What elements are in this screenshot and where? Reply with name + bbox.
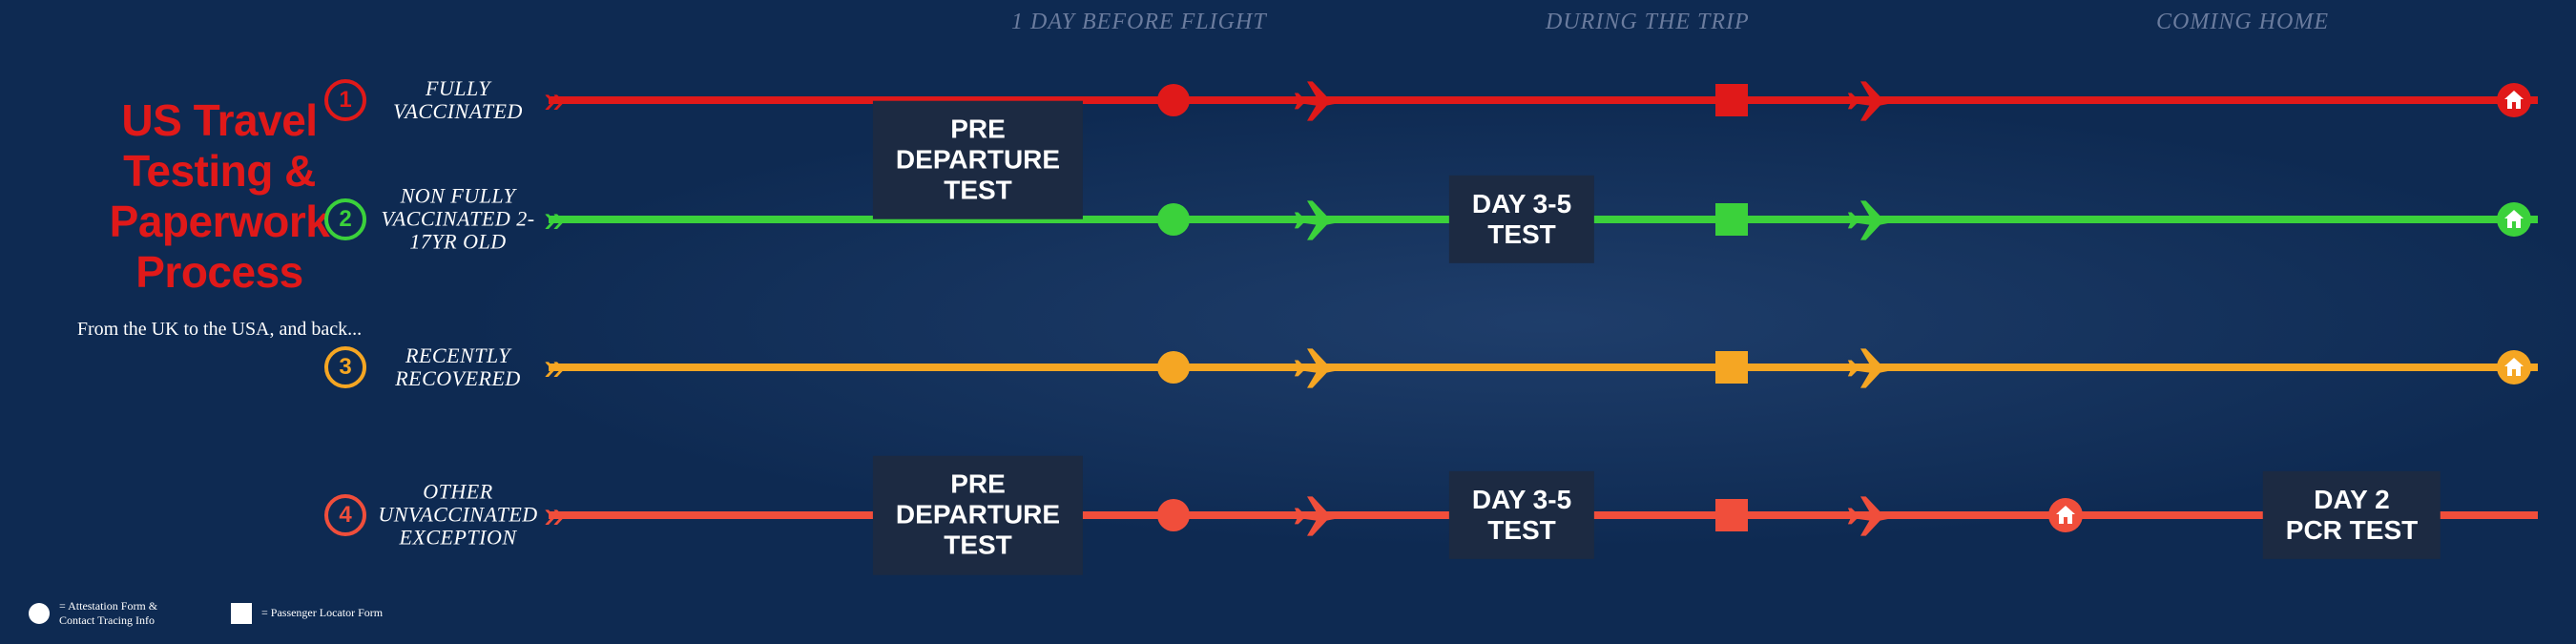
- legend: = Attestation Form & Contact Tracing Inf…: [29, 599, 383, 627]
- header-coming-home: COMING HOME: [2156, 10, 2329, 35]
- row-number: 3: [324, 346, 366, 388]
- timeline-row-2: 2 NON FULLY VACCINATED 2-17YR OLD»: [324, 181, 2538, 258]
- box-line: DEPARTURE: [896, 144, 1060, 174]
- row-number: 1: [324, 79, 366, 121]
- pre-departure-test-box-row4: PREDEPARTURETEST: [873, 456, 1083, 575]
- square-icon: [231, 603, 252, 624]
- attestation-marker: [1157, 84, 1190, 116]
- plane-return-icon: [1846, 191, 1903, 248]
- legend-square: = Passenger Locator Form: [231, 603, 383, 624]
- box-line: TEST: [944, 530, 1012, 560]
- legend-circle: = Attestation Form & Contact Tracing Inf…: [29, 599, 193, 627]
- locator-form-marker: [1715, 203, 1748, 236]
- home-icon: [2497, 202, 2531, 237]
- plane-outbound-icon: [1293, 191, 1350, 248]
- arrow-start-icon: »: [544, 200, 565, 239]
- arrow-start-icon: »: [544, 496, 565, 534]
- plane-outbound-icon: [1293, 72, 1350, 129]
- box-line: DEPARTURE: [896, 500, 1060, 530]
- legend-square-text: = Passenger Locator Form: [261, 606, 383, 619]
- row-label: FULLY VACCINATED: [377, 77, 539, 123]
- box-line: TEST: [1487, 515, 1556, 545]
- box-line: PRE: [950, 469, 1006, 499]
- header-before-flight: 1 DAY BEFORE FLIGHT: [1011, 10, 1267, 35]
- timeline-row-3: 3RECENTLY RECOVERED»: [324, 329, 2538, 405]
- row-number: 4: [324, 494, 366, 536]
- row-label: RECENTLY RECOVERED: [377, 344, 539, 390]
- arrow-start-icon: »: [544, 81, 565, 119]
- box-line: DAY 3-5: [1472, 189, 1571, 218]
- locator-form-marker: [1715, 351, 1748, 384]
- plane-outbound-icon: [1293, 339, 1350, 396]
- attestation-marker: [1157, 351, 1190, 384]
- plane-return-icon: [1846, 72, 1903, 129]
- day35-test-box-row4: DAY 3-5TEST: [1449, 471, 1594, 559]
- circle-icon: [29, 603, 50, 624]
- pre-departure-test-box: PREDEPARTURETEST: [873, 100, 1083, 219]
- phase-headers: 1 DAY BEFORE FLIGHT DURING THE TRIP COMI…: [0, 10, 2576, 38]
- day35-test-box: DAY 3-5TEST: [1449, 176, 1594, 263]
- home-icon: [2497, 350, 2531, 384]
- row-label: OTHER UNVACCINATED EXCEPTION: [377, 481, 539, 551]
- box-line: TEST: [944, 176, 1012, 205]
- box-line: DAY 3-5: [1472, 485, 1571, 514]
- timeline-row-1: 1FULLY VACCINATED»: [324, 62, 2538, 138]
- track-line: »: [549, 364, 2538, 371]
- timeline-row-4: 4 OTHER UNVACCINATED EXCEPTION»: [324, 477, 2538, 553]
- home-icon: [2048, 498, 2083, 532]
- attestation-marker: [1157, 203, 1190, 236]
- arrow-start-icon: »: [544, 348, 565, 386]
- row-label: NON FULLY VACCINATED 2-17YR OLD: [377, 185, 539, 255]
- locator-form-marker: [1715, 84, 1748, 116]
- day2-pcr-test-box: DAY 2PCR TEST: [2263, 471, 2441, 559]
- main-title: US Travel Testing & Paperwork Process: [76, 95, 363, 298]
- attestation-marker: [1157, 499, 1190, 531]
- box-line: TEST: [1487, 219, 1556, 249]
- box-line: DAY 2: [2314, 485, 2389, 514]
- header-during-trip: DURING THE TRIP: [1546, 10, 1750, 35]
- track-line: »: [549, 96, 2538, 104]
- title-block: US Travel Testing & Paperwork Process Fr…: [76, 95, 363, 342]
- subtitle: From the UK to the USA, and back...: [76, 317, 363, 342]
- home-icon: [2497, 83, 2531, 117]
- plane-return-icon: [1846, 487, 1903, 544]
- row-number: 2: [324, 198, 366, 240]
- plane-outbound-icon: [1293, 487, 1350, 544]
- locator-form-marker: [1715, 499, 1748, 531]
- box-line: PCR TEST: [2286, 515, 2418, 545]
- timeline-rows: 1FULLY VACCINATED»2NON FULLY VACCINATED …: [324, 48, 2538, 601]
- legend-circle-text: = Attestation Form & Contact Tracing Inf…: [59, 599, 193, 627]
- box-line: PRE: [950, 114, 1006, 143]
- plane-return-icon: [1846, 339, 1903, 396]
